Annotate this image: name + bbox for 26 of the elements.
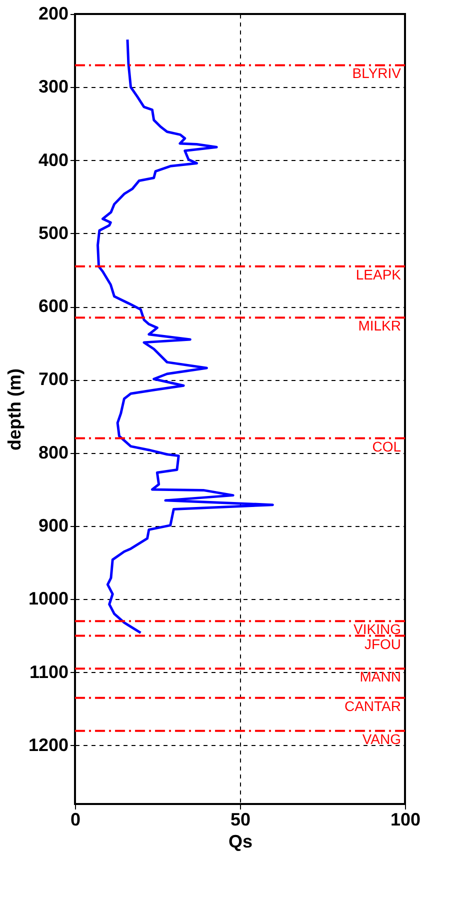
y-tick-label: 200 (38, 4, 68, 24)
y-axis-title: depth (m) (4, 368, 24, 450)
ref-line-label: VANG (362, 730, 401, 747)
ref-line-label: VIKING (354, 621, 401, 638)
y-tick-label: 1200 (28, 734, 68, 755)
y-tick-label: 900 (38, 516, 68, 536)
x-tick-label: 0 (70, 810, 81, 830)
y-tick-label: 600 (38, 296, 68, 316)
ref-line-label: COL (372, 438, 402, 454)
y-tick-label: 1000 (28, 588, 68, 609)
ref-line-label: LEAPK (356, 266, 402, 282)
ref-line-label: CANTAR (344, 698, 401, 714)
ref-line-label: JFOU (364, 636, 401, 652)
x-tick-label: 100 (390, 810, 421, 830)
ref-line-label: MILKR (358, 318, 401, 334)
y-tick-label: 300 (38, 76, 68, 97)
y-tick-label: 700 (38, 369, 68, 390)
ref-line-label: BLYRIV (352, 65, 402, 82)
line-series (96, 38, 274, 634)
ref-line-label: MANN (360, 668, 401, 685)
y-tick-label: 400 (38, 150, 68, 170)
y-tick-label: 1100 (29, 662, 68, 682)
y-tick-label: 800 (38, 442, 68, 462)
x-axis-title: Qs (228, 832, 253, 852)
x-tick-label: 50 (230, 810, 251, 830)
y-tick-label: 500 (38, 222, 68, 243)
